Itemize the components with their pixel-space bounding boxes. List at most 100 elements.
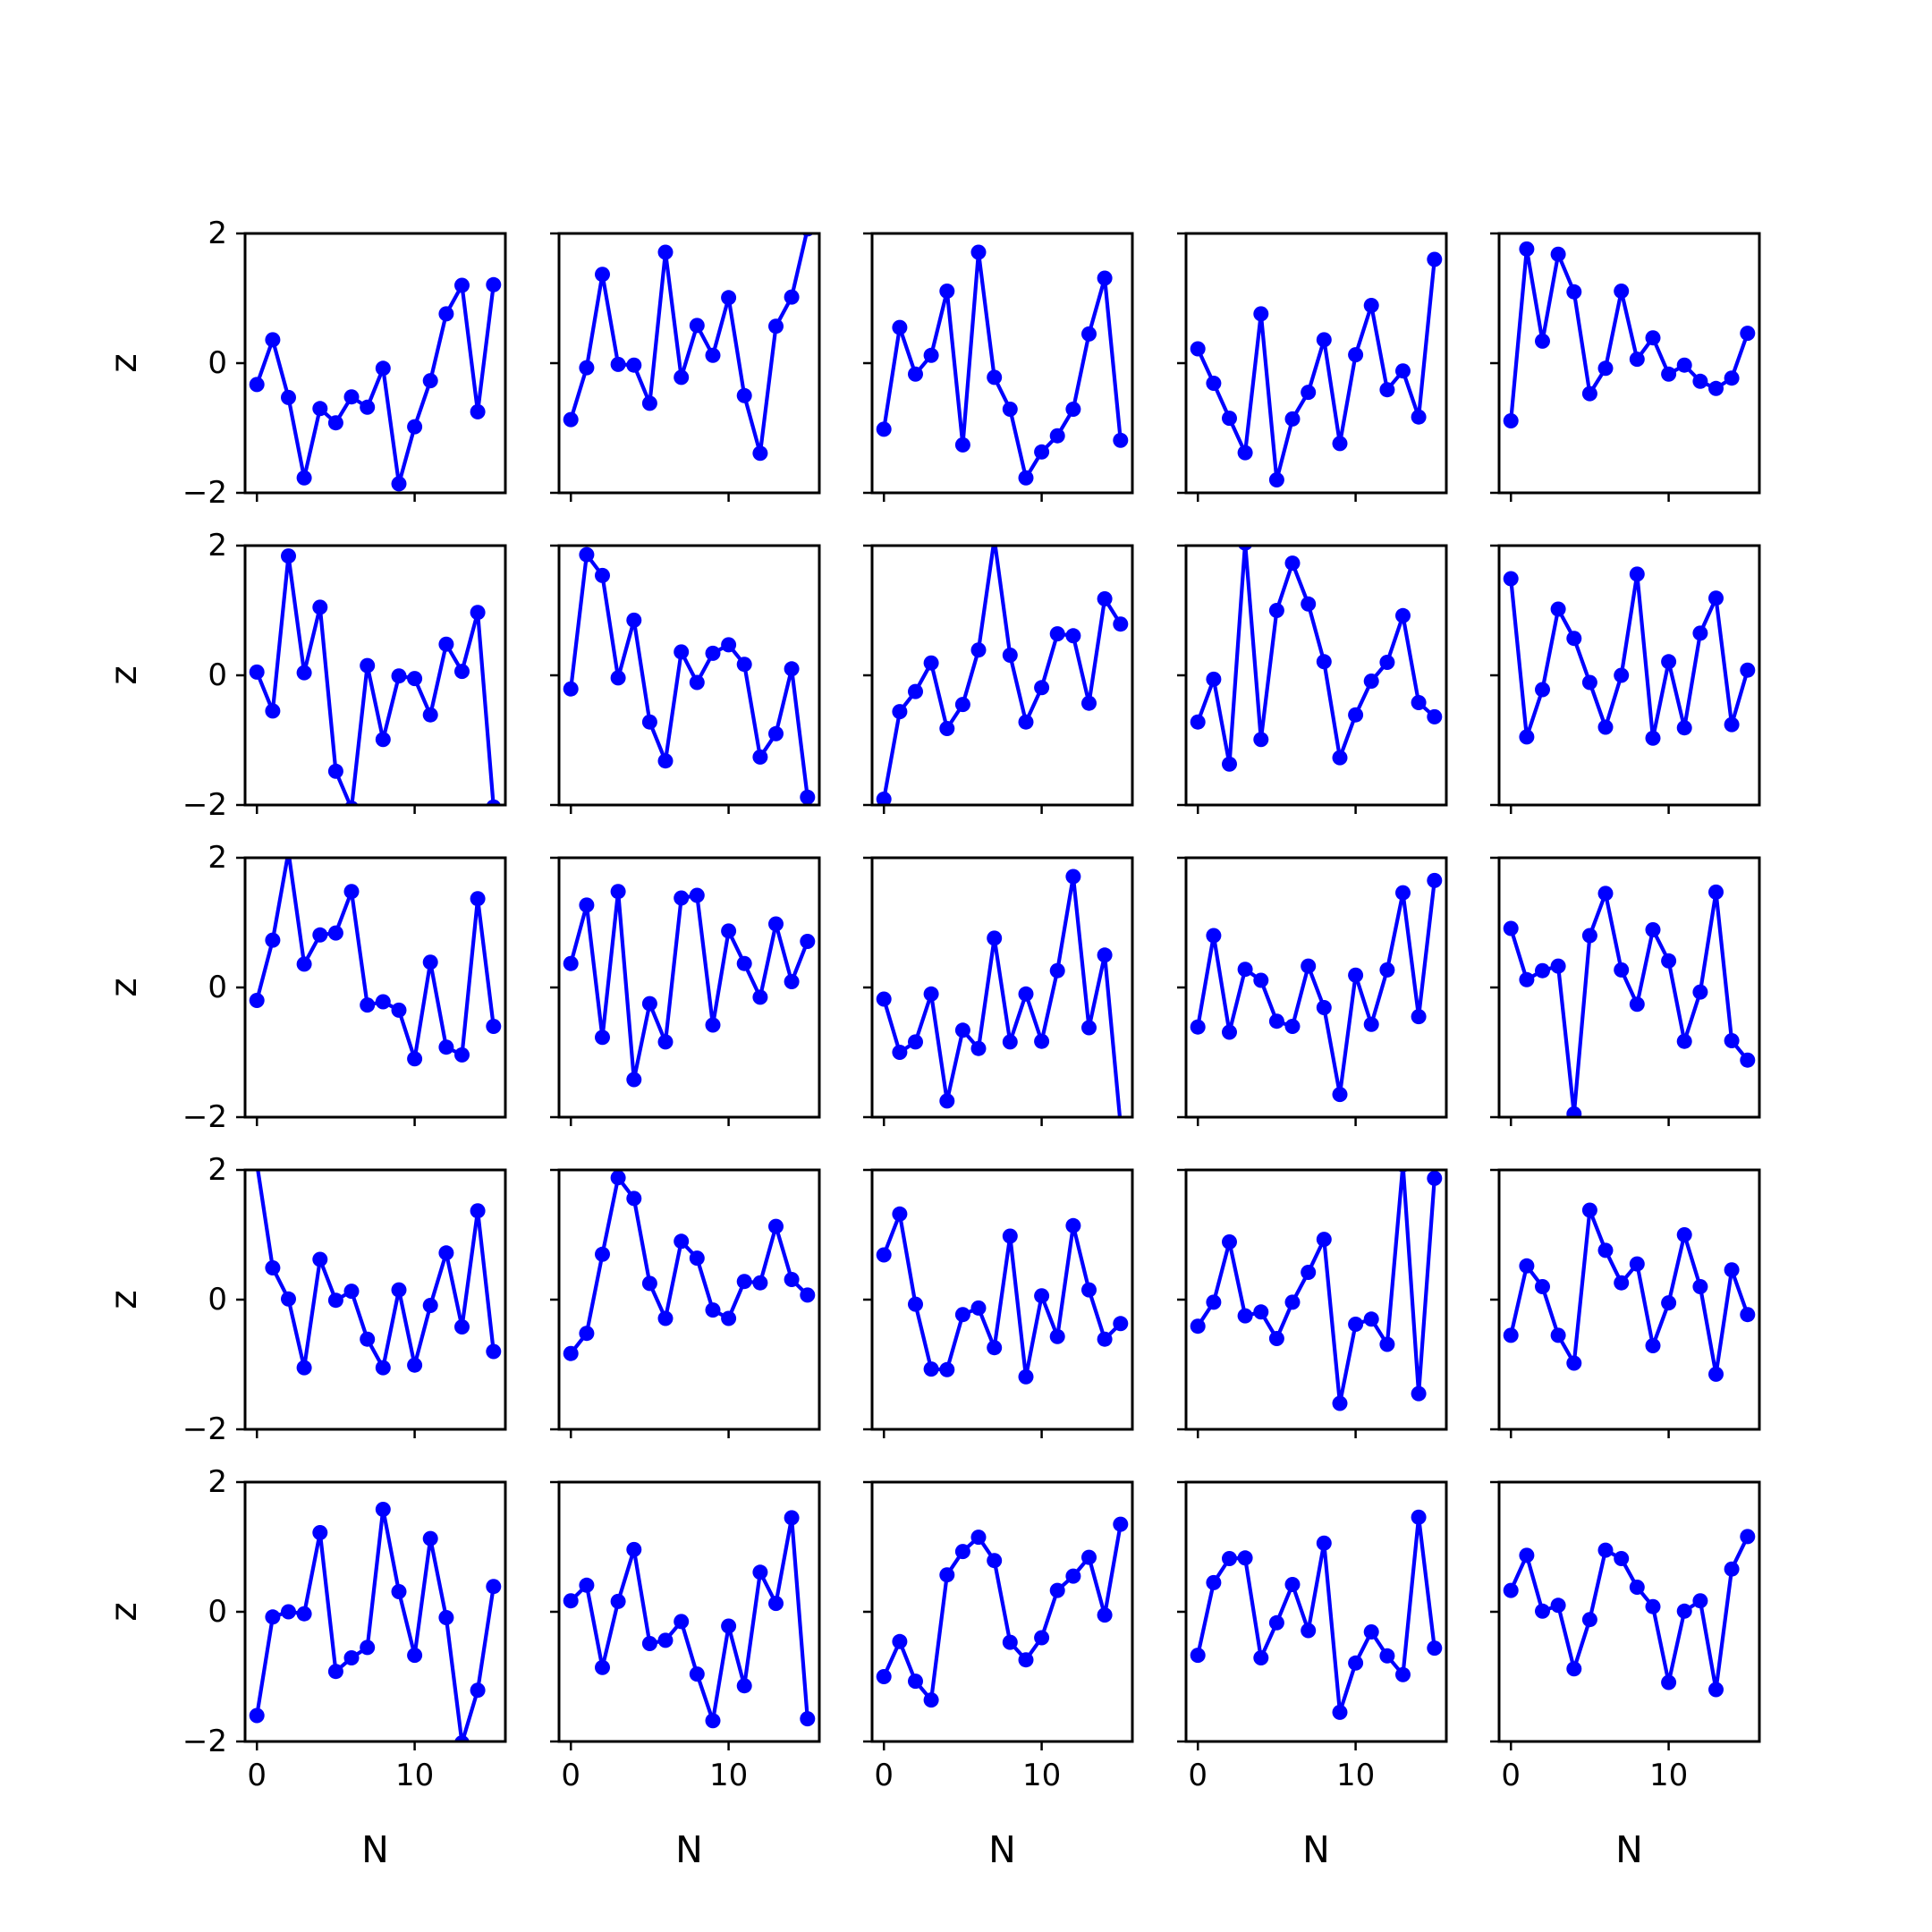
- data-point: [641, 1636, 657, 1651]
- data-point: [1018, 714, 1034, 730]
- data-point: [1284, 555, 1301, 572]
- data-point: [1065, 628, 1081, 644]
- data-point: [1724, 716, 1740, 733]
- data-point: [579, 547, 595, 563]
- data-point: [1645, 330, 1661, 346]
- subplot-r3-c0: −2 0 2 z: [102, 1152, 507, 1447]
- data-point: [923, 1692, 939, 1708]
- data-point: [1065, 1568, 1081, 1584]
- data-point: [1222, 756, 1237, 772]
- data-point: [1676, 1033, 1692, 1049]
- data-point: [923, 1361, 939, 1377]
- series-group: [1503, 1529, 1756, 1698]
- subplot-r1-c2: [863, 544, 1134, 814]
- data-point: [1237, 1550, 1253, 1566]
- data-point: [1332, 1704, 1348, 1720]
- data-point: [486, 1343, 502, 1360]
- data-point: [641, 996, 657, 1012]
- data-point: [736, 1678, 752, 1694]
- data-point: [1284, 1294, 1301, 1310]
- data-point: [1034, 1033, 1050, 1049]
- data-point: [1206, 671, 1222, 687]
- data-point: [923, 347, 939, 363]
- subplot-r1-c4: [1490, 544, 1761, 814]
- data-point: [1002, 1634, 1018, 1650]
- data-point: [422, 954, 438, 970]
- data-point: [1190, 714, 1206, 730]
- data-point: [375, 994, 391, 1010]
- series-line: [882, 546, 1123, 800]
- data-point: [1097, 591, 1113, 606]
- data-point: [1237, 962, 1253, 978]
- data-point: [1253, 1304, 1269, 1320]
- data-point: [1411, 1509, 1427, 1525]
- data-point: [422, 373, 438, 389]
- data-point: [721, 1310, 737, 1326]
- data-point: [249, 377, 265, 393]
- y-tick-label: 2: [208, 1152, 227, 1188]
- series-line: [255, 858, 496, 1061]
- data-point: [1724, 1262, 1740, 1278]
- data-point: [1237, 445, 1253, 461]
- data-point: [954, 1022, 970, 1038]
- data-point: [1724, 1561, 1740, 1577]
- data-point: [1316, 332, 1332, 348]
- data-point: [1535, 1603, 1550, 1619]
- data-point: [360, 1331, 376, 1347]
- data-point: [1740, 1052, 1756, 1068]
- data-point: [1034, 1288, 1050, 1304]
- data-point: [1629, 1256, 1645, 1272]
- data-point: [876, 1247, 892, 1263]
- data-point: [689, 1250, 705, 1267]
- series-group: [876, 1206, 1129, 1385]
- subplot-r3-c3: [1177, 1168, 1448, 1438]
- data-point: [752, 1275, 768, 1291]
- data-point: [1018, 1652, 1034, 1668]
- data-point: [1581, 1202, 1597, 1218]
- series-line: [1509, 572, 1750, 741]
- data-point: [876, 1669, 892, 1684]
- series-group: [563, 547, 816, 805]
- y-tick-label: 0: [208, 657, 227, 693]
- data-point: [1363, 1311, 1379, 1327]
- axes-frame: [243, 232, 507, 495]
- data-point: [705, 1017, 721, 1033]
- data-point: [1614, 1551, 1630, 1566]
- data-point: [312, 599, 328, 615]
- series-group: [1190, 251, 1443, 487]
- subplot-r0-c3: [1177, 232, 1448, 502]
- data-point: [610, 1170, 626, 1186]
- data-point: [1316, 654, 1332, 670]
- data-point: [1614, 284, 1630, 299]
- subplot-r0-c2: [863, 232, 1134, 502]
- data-point: [1597, 719, 1614, 735]
- data-point: [1222, 1551, 1237, 1566]
- data-point: [296, 665, 312, 681]
- data-point: [1238, 546, 1253, 551]
- data-point: [939, 1093, 955, 1109]
- data-point: [1034, 1630, 1050, 1646]
- data-point: [1113, 1316, 1129, 1332]
- data-point: [470, 1203, 486, 1219]
- data-point: [1316, 1000, 1332, 1015]
- data-point: [375, 360, 391, 377]
- data-point: [1597, 360, 1614, 377]
- data-point: [657, 1034, 674, 1050]
- data-point: [1614, 1275, 1630, 1291]
- series-group: [876, 1516, 1129, 1708]
- subplot-r4-c2: 0 10N: [863, 1480, 1134, 1871]
- data-point: [327, 925, 343, 941]
- data-point: [1049, 1582, 1065, 1598]
- x-tick-label: 0: [874, 1758, 894, 1793]
- data-point: [1097, 270, 1113, 286]
- data-point: [736, 387, 752, 403]
- data-point: [1597, 1542, 1614, 1558]
- y-tick-label: −2: [182, 1099, 227, 1135]
- data-point: [1284, 1019, 1301, 1034]
- data-point: [579, 897, 595, 913]
- data-point: [281, 1604, 296, 1620]
- data-point: [800, 1287, 816, 1303]
- data-point: [1676, 1603, 1692, 1619]
- data-point: [1661, 654, 1677, 670]
